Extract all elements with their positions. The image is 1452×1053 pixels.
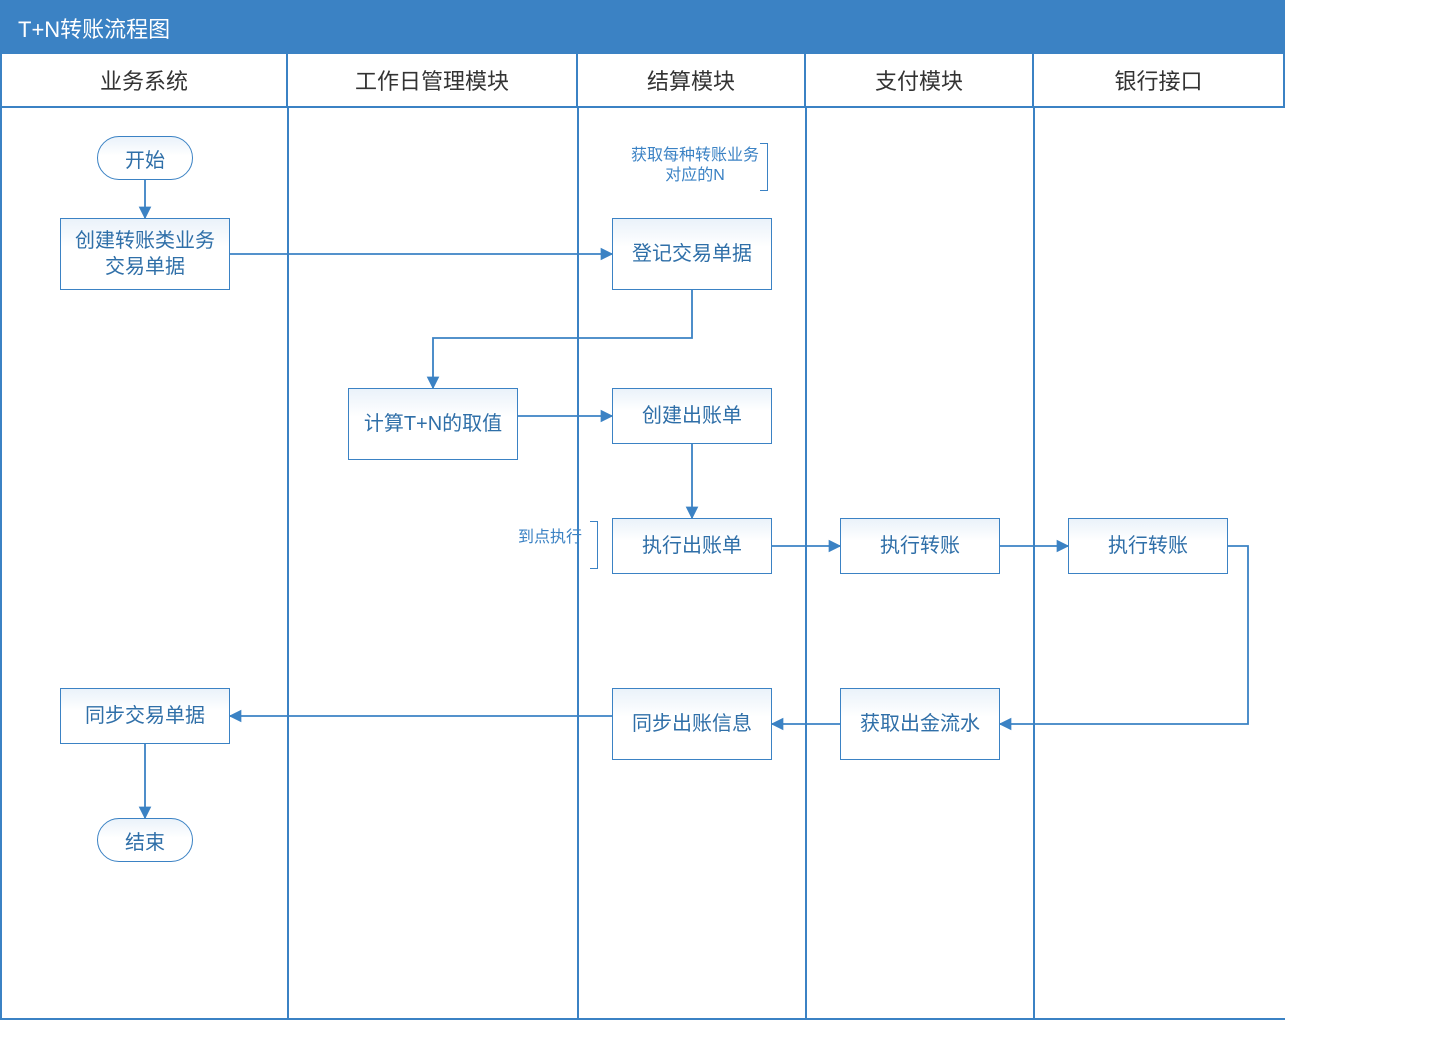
node-mkout: 创建出账单 [612, 388, 772, 444]
node-exout: 执行出账单 [612, 518, 772, 574]
flowchart-diagram: T+N转账流程图 业务系统工作日管理模块结算模块支付模块银行接口 开始创建转账类… [0, 0, 1285, 1020]
node-flow: 获取出金流水 [840, 688, 1000, 760]
diagram-title: T+N转账流程图 [2, 2, 1283, 54]
lane-divider [805, 108, 807, 1018]
lane-divider [287, 108, 289, 1018]
lane-header-settle: 结算模块 [578, 54, 806, 106]
edge-reg-to-calc [433, 290, 692, 388]
lane-header-biz: 业务系统 [2, 54, 288, 106]
node-syncout: 同步出账信息 [612, 688, 772, 760]
lane-header-work: 工作日管理模块 [288, 54, 578, 106]
annotation-get_n: 获取每种转账业务对应的N [630, 146, 760, 186]
lane-header-bank: 银行接口 [1034, 54, 1283, 106]
node-calc: 计算T+N的取值 [348, 388, 518, 460]
annotation-ontime: 到点执行 [510, 528, 590, 548]
diagram-canvas: 开始创建转账类业务交易单据 登记交易单据计算T+N的取值 创建出账单执行出账单 执行转… [2, 108, 1287, 1018]
lane-divider [1033, 108, 1035, 1018]
node-trans2: 执行转账 [1068, 518, 1228, 574]
lane-header-pay: 支付模块 [806, 54, 1034, 106]
lanes-header: 业务系统工作日管理模块结算模块支付模块银行接口 [2, 54, 1283, 108]
lane-divider [577, 108, 579, 1018]
node-trans1: 执行转账 [840, 518, 1000, 574]
node-create: 创建转账类业务交易单据 [60, 218, 230, 290]
node-syncdoc: 同步交易单据 [60, 688, 230, 744]
annotation-bracket [760, 143, 768, 191]
annotation-bracket [590, 521, 598, 569]
node-start: 开始 [97, 136, 193, 180]
node-reg: 登记交易单据 [612, 218, 772, 290]
node-end: 结束 [97, 818, 193, 862]
